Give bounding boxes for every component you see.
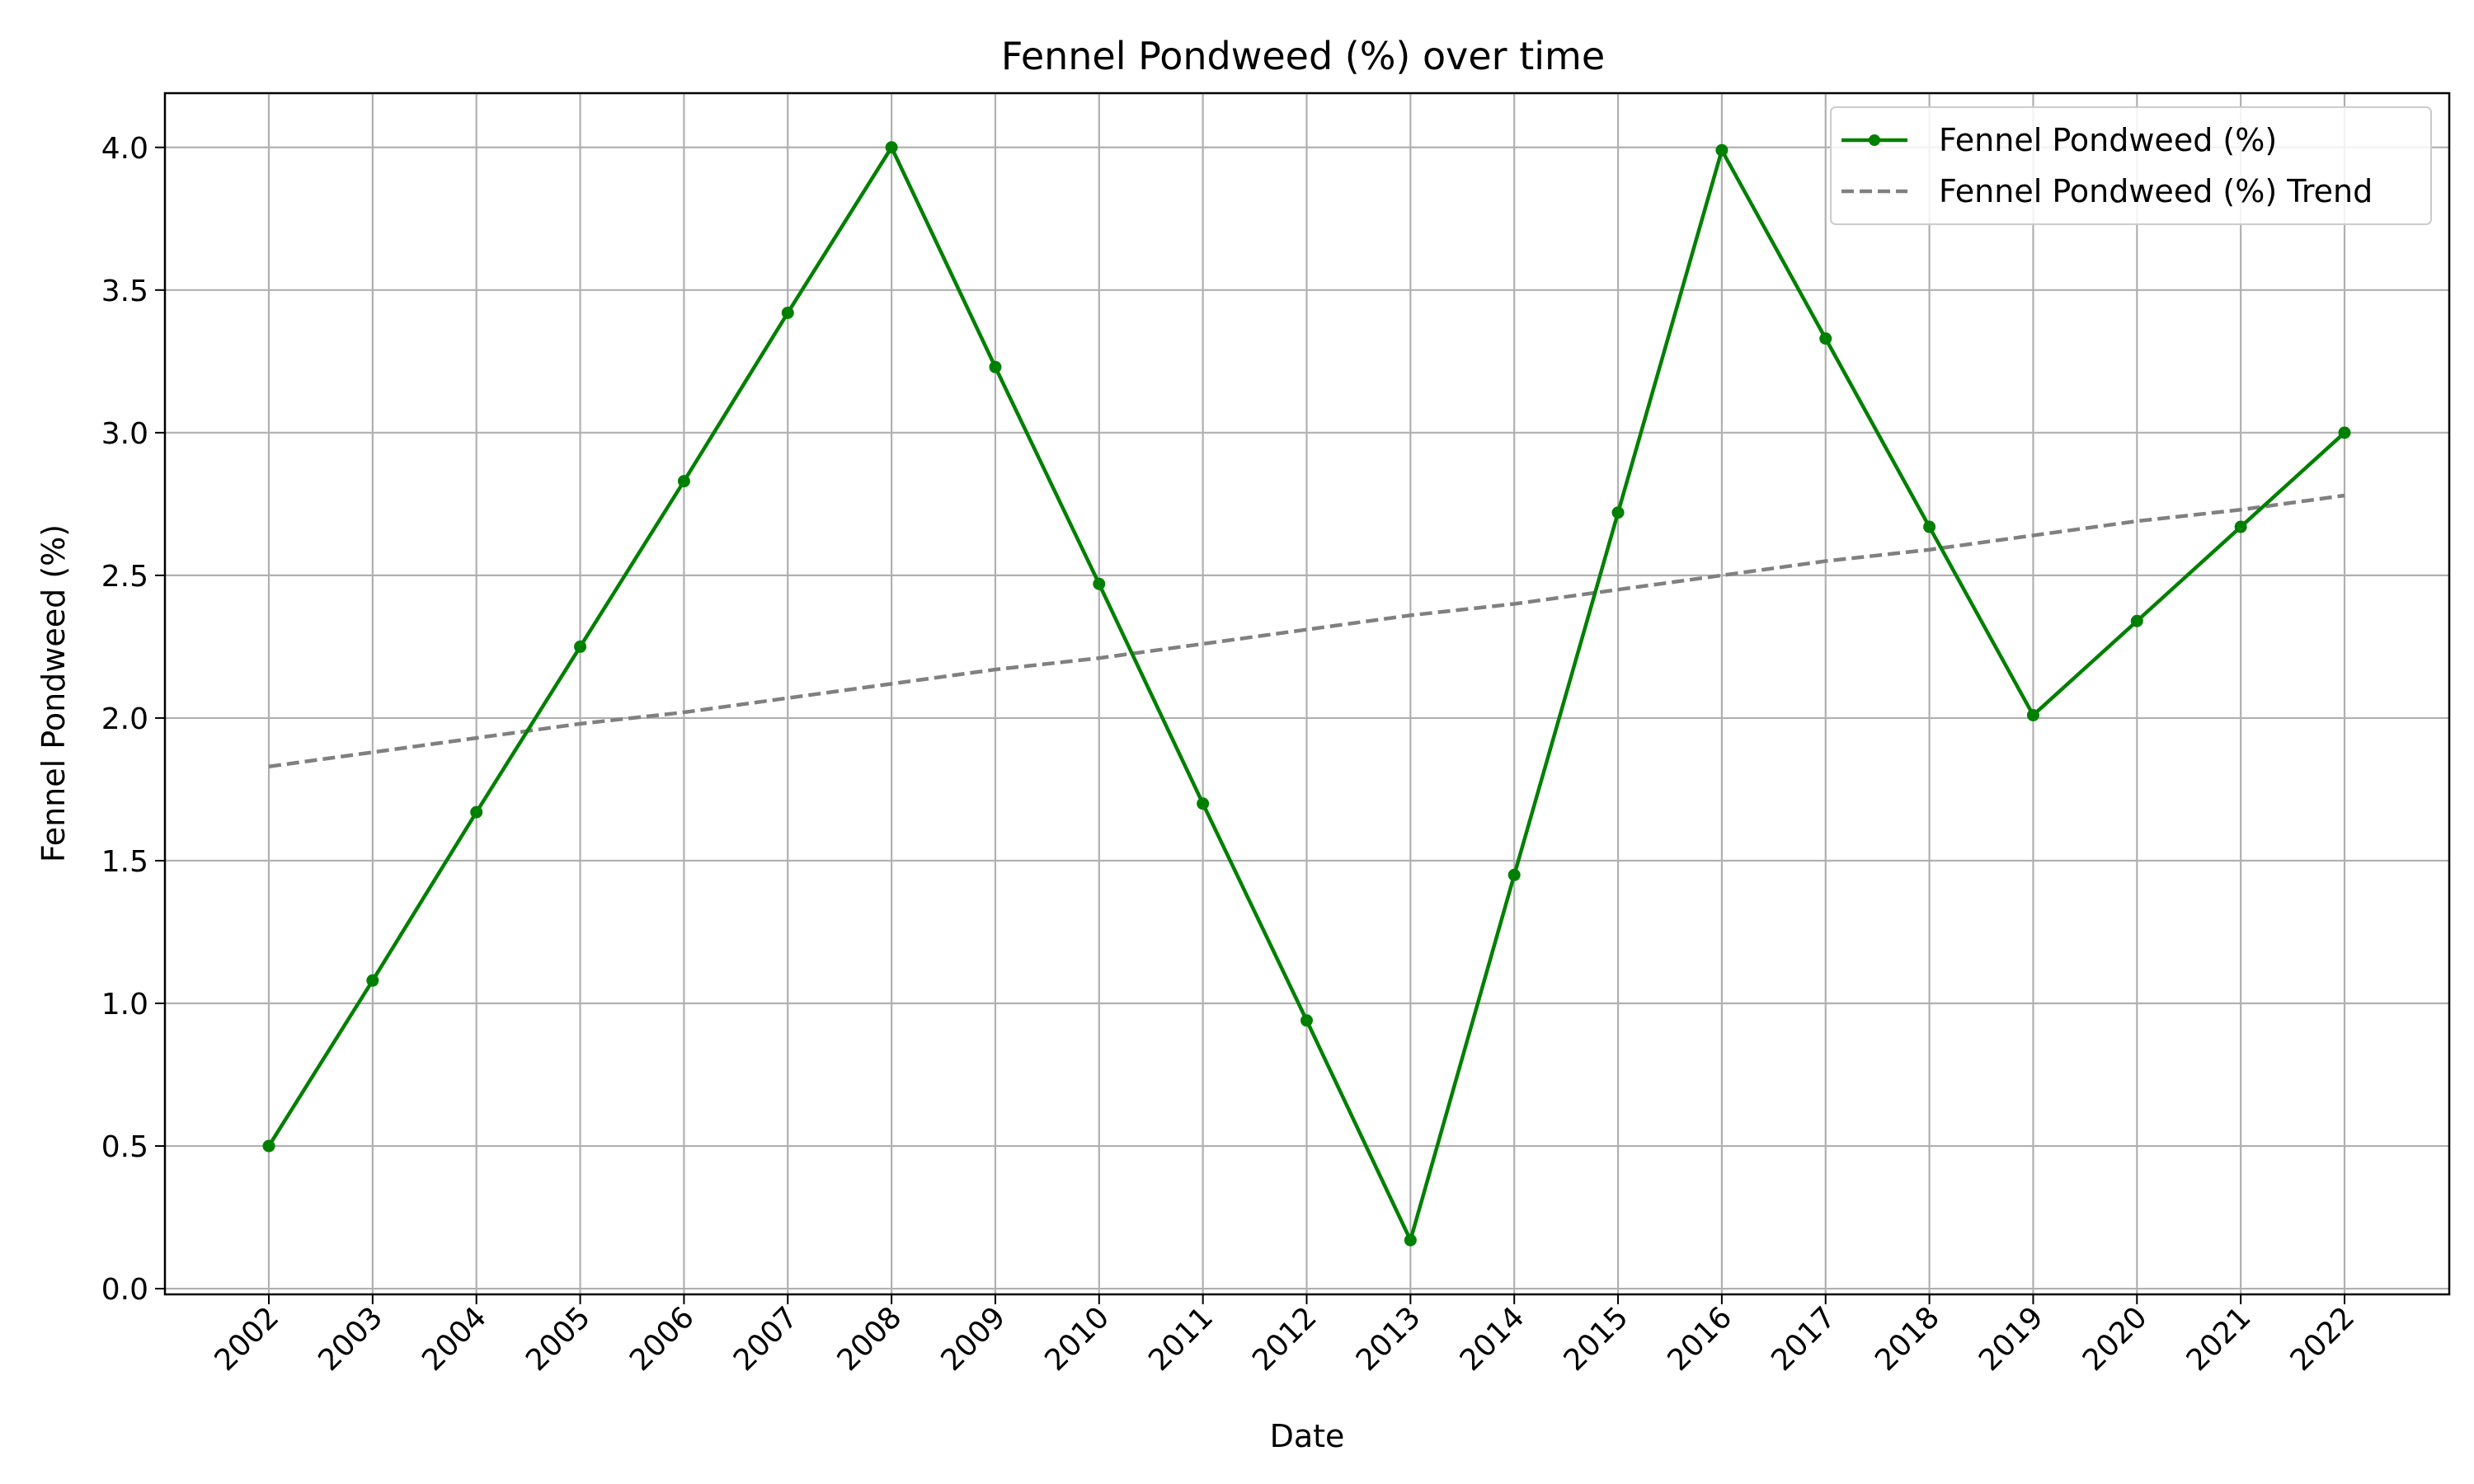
data-point: [574, 640, 587, 653]
legend-label-series-1: Fennel Pondweed (%): [1939, 122, 2277, 158]
data-point: [262, 1139, 275, 1153]
x-tick-label: 2021: [2180, 1300, 2258, 1378]
data-point: [989, 360, 1002, 373]
x-axis-ticks: 2002 2003 2004 2005 2006 2007 2008 2009 2010 2011…: [209, 1294, 2362, 1378]
legend: Fennel Pondweed (%) Fennel Pondweed (%) …: [1830, 106, 2432, 225]
x-tick-label: 2002: [209, 1300, 286, 1378]
y-tick-label: 1.5: [101, 845, 148, 879]
y-tick-label: 2.0: [101, 702, 148, 736]
data-point: [677, 475, 690, 488]
data-point: [1611, 506, 1625, 519]
y-tick-label: 2.5: [101, 560, 148, 594]
y-tick-label: 0.5: [101, 1130, 148, 1164]
chart-title: Fennel Pondweed (%) over time: [1001, 34, 1605, 78]
data-point: [2234, 520, 2247, 533]
x-tick-label: 2012: [1246, 1300, 1324, 1378]
x-tick-label: 2006: [623, 1300, 701, 1378]
data-point: [2026, 708, 2039, 721]
y-tick-label: 1.0: [101, 988, 148, 1021]
legend-marker-series-1: [1869, 134, 1880, 146]
data-point: [1404, 1233, 1417, 1247]
x-tick-label: 2011: [1142, 1300, 1220, 1378]
x-tick-label: 2018: [1869, 1300, 1946, 1378]
x-tick-label: 2016: [1661, 1300, 1738, 1378]
data-point: [1507, 868, 1521, 881]
trend-line: [268, 493, 2345, 768]
series-layer: [262, 141, 2351, 1247]
legend-box: [1830, 106, 2432, 225]
data-point: [1715, 143, 1729, 157]
data-point: [885, 141, 898, 154]
y-tick-label: 3.0: [101, 417, 148, 451]
x-tick-label: 2019: [1973, 1300, 2050, 1378]
data-point: [470, 805, 483, 819]
x-tick-label: 2013: [1350, 1300, 1427, 1378]
data-point: [2338, 426, 2351, 439]
data-point: [366, 974, 379, 987]
data-point: [1923, 520, 1936, 533]
y-tick-label: 0.0: [101, 1273, 148, 1307]
data-point: [1819, 332, 1832, 345]
data-point: [781, 306, 794, 319]
x-tick-label: 2007: [727, 1300, 805, 1378]
data-point: [2130, 614, 2143, 627]
y-axis-ticks: 0.0 0.5 1.0 1.5 2.0 2.5 3.0 3.5 4.0: [101, 132, 165, 1307]
x-tick-label: 2017: [1765, 1300, 1842, 1378]
data-point: [1093, 577, 1106, 590]
x-tick-label: 2005: [520, 1300, 597, 1378]
x-tick-label: 2003: [312, 1300, 389, 1378]
x-tick-label: 2010: [1038, 1300, 1116, 1378]
legend-label-series-2: Fennel Pondweed (%) Trend: [1939, 173, 2373, 209]
x-tick-label: 2014: [1454, 1300, 1531, 1378]
data-point: [1300, 1014, 1313, 1027]
grid: [165, 93, 2449, 1294]
x-tick-label: 2009: [935, 1300, 1013, 1378]
y-axis-label: Fennel Pondweed (%): [35, 524, 72, 862]
x-axis-label: Date: [1270, 1418, 1345, 1454]
x-tick-label: 2015: [1558, 1300, 1635, 1378]
data-point: [1197, 797, 1210, 810]
x-tick-label: 2020: [2077, 1300, 2154, 1378]
x-tick-label: 2022: [2284, 1300, 2362, 1378]
y-tick-label: 4.0: [101, 132, 148, 166]
y-tick-label: 3.5: [101, 275, 148, 308]
x-tick-label: 2008: [831, 1300, 909, 1378]
x-tick-label: 2004: [416, 1300, 493, 1378]
